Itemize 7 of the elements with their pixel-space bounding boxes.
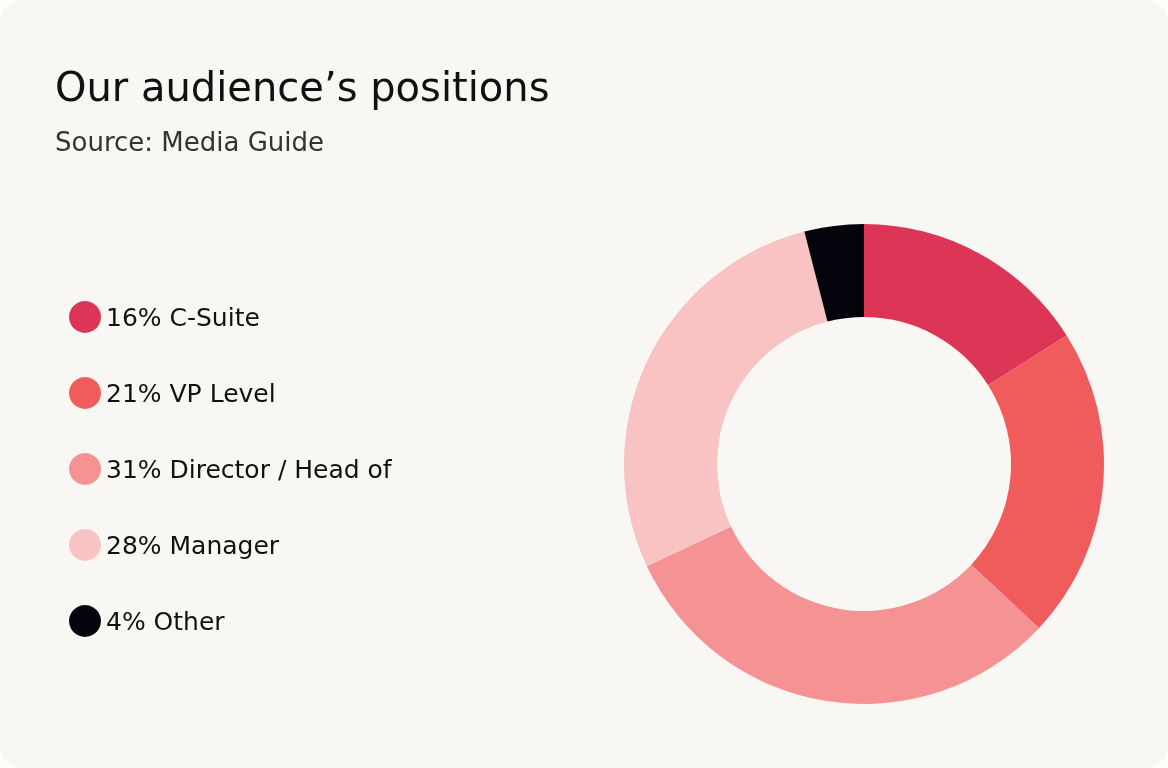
legend-label: 21% VP Level [106,378,276,408]
legend-label: 31% Director / Head of [106,454,393,484]
chart-subtitle: Source: Media Guide [55,127,325,157]
legend-label: 28% Manager [106,530,280,560]
chart-title: Our audience’s positions [55,64,550,110]
legend-label: 16% C-Suite [106,302,260,332]
legend-label: 4% Other [106,606,226,636]
